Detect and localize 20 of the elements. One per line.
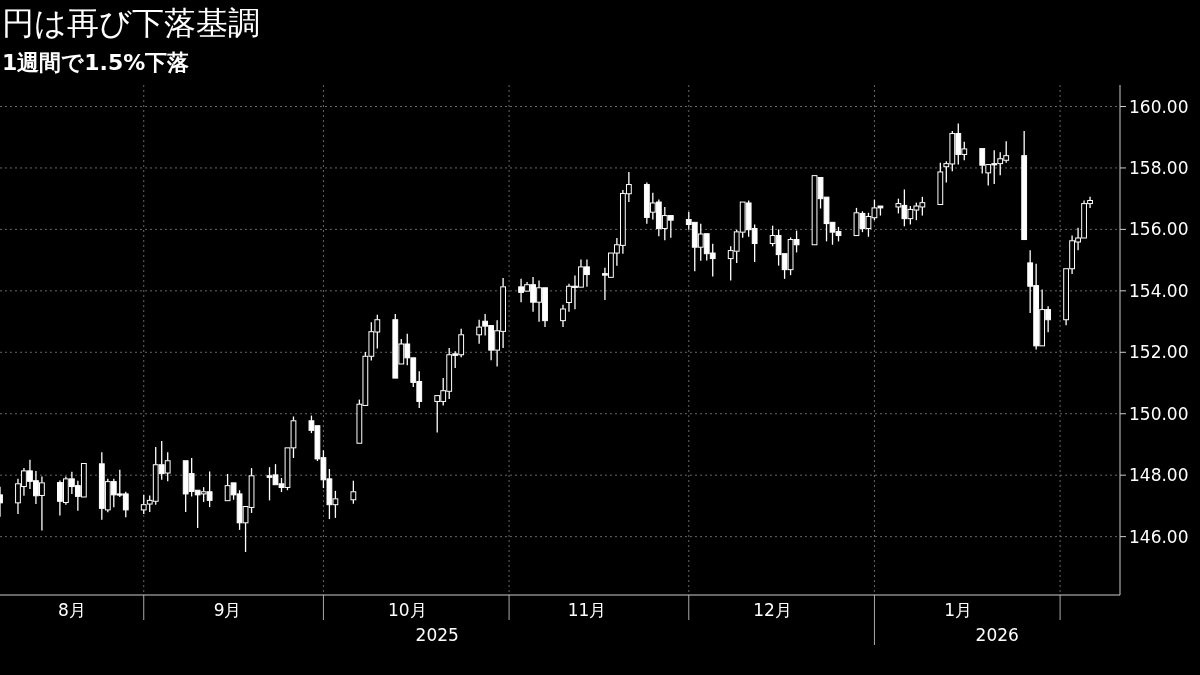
x-tick-label: 9月 (213, 600, 242, 620)
x-tick-label: 8月 (57, 600, 86, 620)
text: 2025 (415, 625, 459, 645)
x-tick-label: 1月 (944, 600, 973, 620)
y-tick-label: 150.00 (1129, 403, 1189, 424)
x-tick-label: 11月 (567, 600, 607, 620)
y-tick-label: 160.00 (1129, 96, 1189, 117)
candlestick (1021, 130, 1028, 241)
x-tick-label: 10月 (387, 600, 427, 620)
y-tick-label: 146.00 (1129, 526, 1189, 547)
chart-subtitle: 1週間で1.5%下落 (2, 50, 190, 75)
chart-title: 円は再び下落基調 (2, 4, 260, 42)
y-tick-label: 152.00 (1129, 342, 1189, 363)
y-tick-label: 148.00 (1129, 465, 1189, 486)
y-tick-label: 158.00 (1129, 157, 1189, 178)
candlestick (560, 304, 566, 328)
y-tick-label: 156.00 (1129, 219, 1189, 240)
y-tick-label: 154.00 (1129, 280, 1189, 301)
text: 2026 (975, 625, 1019, 645)
x-tick-label: 12月 (753, 600, 792, 620)
